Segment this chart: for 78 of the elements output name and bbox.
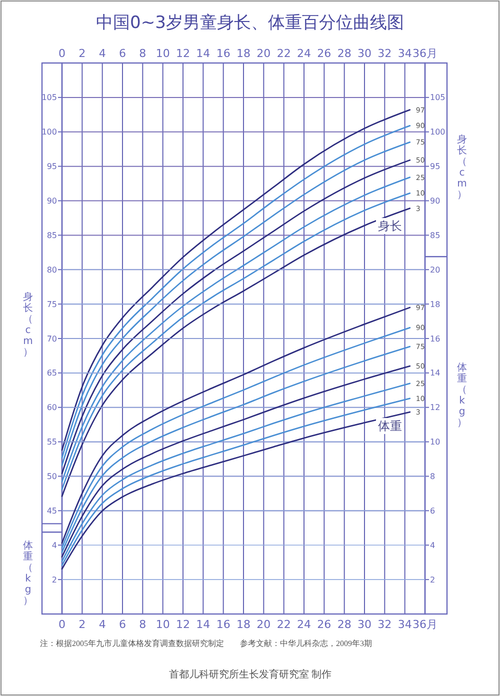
x2-tick-label: 28 bbox=[337, 618, 352, 631]
y2-tick-label: 14 bbox=[430, 368, 440, 378]
y2-tick-label: 12 bbox=[430, 403, 440, 412]
y2-tick-label: 6 bbox=[430, 506, 436, 516]
x-tick-label: 34 bbox=[398, 47, 412, 60]
y-tick-label: 55 bbox=[46, 438, 57, 447]
x-tick-label: 24 bbox=[297, 47, 311, 60]
y-tick-label: 70 bbox=[46, 334, 57, 344]
x-tick-label: 6 bbox=[119, 47, 126, 60]
y2-axis-title: 体重（kg） bbox=[457, 362, 467, 429]
y2-tick-label: 20 bbox=[430, 265, 440, 274]
x2-tick-label: 30 bbox=[358, 618, 372, 631]
y-axis-title: 身长（cm） bbox=[23, 291, 33, 358]
y2-tick-label: 2 bbox=[430, 575, 436, 584]
x2-tick-label: 6 bbox=[119, 618, 126, 631]
y2-tick-label: 90 bbox=[430, 196, 440, 206]
x-tick-label: 10 bbox=[156, 47, 170, 60]
text: 注：根据2005年九市儿童体格发育调查数据研究制定 bbox=[40, 638, 224, 648]
y-tick-label: 85 bbox=[46, 230, 57, 240]
y-tick-label: 2 bbox=[52, 575, 57, 584]
x-tick-label: 0 bbox=[58, 47, 66, 60]
y-tick-label: 60 bbox=[46, 403, 57, 412]
x-tick-label: 22 bbox=[276, 47, 291, 60]
annotation: 身长 bbox=[378, 219, 402, 234]
y-tick-label: 75 bbox=[46, 300, 57, 309]
x-tick-label: 36月 bbox=[412, 47, 438, 60]
x2-tick-label: 18 bbox=[236, 618, 250, 631]
x2-tick-label: 8 bbox=[139, 618, 146, 631]
x2-tick-label: 0 bbox=[58, 618, 66, 631]
x2-tick-label: 4 bbox=[98, 618, 106, 631]
x-tick-label: 12 bbox=[176, 47, 190, 60]
x-tick-label: 4 bbox=[98, 47, 106, 60]
x2-tick-label: 36月 bbox=[412, 618, 438, 631]
y2-tick-label: 18 bbox=[430, 300, 440, 309]
x-tick-label: 2 bbox=[78, 47, 86, 60]
x-tick-label: 8 bbox=[139, 47, 146, 60]
x2-tick-label: 26 bbox=[317, 618, 332, 631]
y-tick-label: 95 bbox=[46, 162, 57, 172]
x2-tick-label: 16 bbox=[216, 618, 230, 631]
y-tick-label: 4 bbox=[52, 540, 57, 550]
annotation: 体重 bbox=[378, 419, 402, 434]
x-tick-label: 14 bbox=[196, 47, 210, 60]
y2-tick-label: 100 bbox=[430, 128, 446, 137]
y2-axis-title: 身长（cm） bbox=[457, 133, 467, 200]
y2-tick-label: 105 bbox=[430, 93, 446, 102]
y-tick-label: 80 bbox=[46, 265, 57, 274]
x-tick-label: 18 bbox=[236, 47, 250, 60]
y-tick-label: 90 bbox=[46, 196, 57, 206]
x-tick-label: 26 bbox=[317, 47, 332, 60]
y-tick-label: 105 bbox=[42, 93, 57, 102]
x2-tick-label: 14 bbox=[196, 618, 210, 631]
y2-tick-label: 4 bbox=[430, 540, 436, 550]
x2-tick-label: 12 bbox=[176, 618, 190, 631]
x2-tick-label: 20 bbox=[256, 618, 271, 631]
text: 参考文献：中华儿科杂志，2009年3期 bbox=[240, 638, 372, 648]
y2-tick-label: 85 bbox=[430, 230, 440, 240]
y2-tick-label: 16 bbox=[430, 334, 440, 344]
y-tick-label: 65 bbox=[46, 368, 57, 378]
chart-title: 中国0~3岁男童身长、体重百分位曲线图 bbox=[96, 13, 404, 33]
y-tick-label: 45 bbox=[46, 506, 57, 516]
y2-tick-label: 8 bbox=[430, 472, 436, 482]
y2-tick-label: 95 bbox=[430, 162, 440, 172]
y2-tick-label: 10 bbox=[430, 438, 440, 447]
x-tick-label: 30 bbox=[358, 47, 372, 60]
y-tick-label: 100 bbox=[42, 128, 57, 137]
y-axis-title: 体重（kg） bbox=[23, 539, 33, 606]
x-tick-label: 28 bbox=[337, 47, 352, 60]
x-tick-label: 20 bbox=[256, 47, 271, 60]
x2-tick-label: 10 bbox=[156, 618, 170, 631]
x2-tick-label: 34 bbox=[398, 618, 412, 631]
x2-tick-label: 2 bbox=[78, 618, 86, 631]
y-tick-label: 50 bbox=[46, 472, 57, 482]
x-tick-label: 16 bbox=[216, 47, 230, 60]
x2-tick-label: 22 bbox=[276, 618, 291, 631]
x2-tick-label: 32 bbox=[378, 618, 392, 631]
x-tick-label: 32 bbox=[378, 47, 392, 60]
x2-tick-label: 24 bbox=[297, 618, 311, 631]
text: 首都儿科研究所生长发育研究室 制作 bbox=[168, 668, 332, 680]
